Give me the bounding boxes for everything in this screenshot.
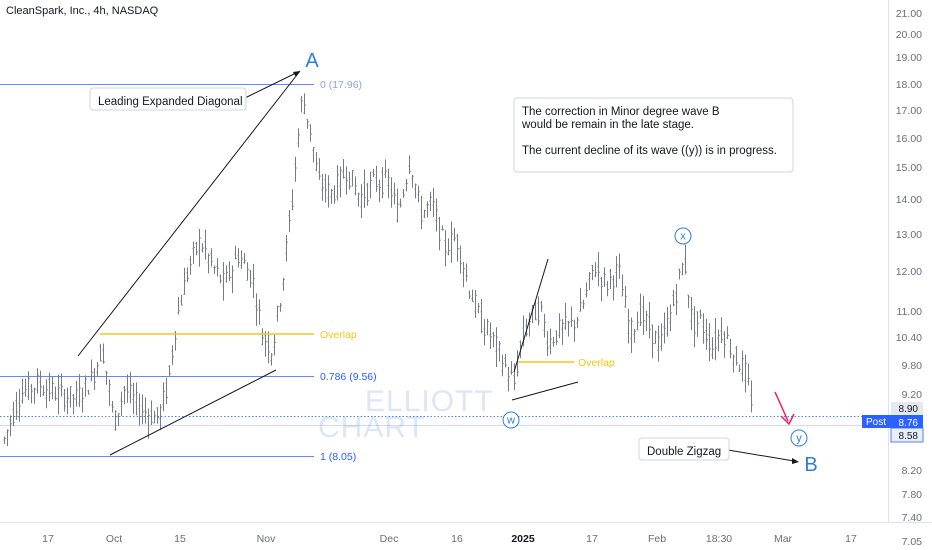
x-tick-label: 17 <box>845 533 857 545</box>
callout-note-text: The current decline of its wave ((y)) is… <box>522 145 777 157</box>
wave-labels: A Bw x y <box>305 50 817 476</box>
wave-label-y: y <box>796 433 802 445</box>
callout-note: The correction in Minor degree wave B wo… <box>513 97 794 173</box>
time-axis[interactable]: 17 Oct 15 Nov Dec 16 2025 17 Feb 18:30 Mar 17 <box>42 533 857 545</box>
watermark-line-1: ELLIOTT <box>365 385 494 418</box>
overlap-label: Overlap <box>320 329 357 341</box>
y-tick-label: 16.00 <box>896 133 922 145</box>
y-tick-label: 17.00 <box>896 105 922 117</box>
wave-label-x: x <box>680 231 686 243</box>
x-tick-label: Feb <box>648 533 666 545</box>
y-tick-label: 8.20 <box>902 465 923 477</box>
fib-level-label: 0 (17.96) <box>320 79 362 91</box>
price-tag-890-bg <box>891 402 923 416</box>
chart-title: CleanSpark, Inc., 4h, NASDAQ <box>6 5 159 17</box>
price-axis[interactable]: 21.00 20.00 19.00 18.00 17.00 16.00 15.00 14.00… <box>896 8 922 548</box>
x-tick-label: 16 <box>451 533 463 545</box>
x-tick-label: 18:30 <box>706 533 732 545</box>
x-tick-label: Nov <box>257 533 276 545</box>
y-tick-label: 9.20 <box>902 389 923 401</box>
callout-leading-diagonal-box <box>89 87 247 111</box>
callout-note-text: The correction in Minor degree wave B <box>522 106 720 118</box>
x-tick-label: Oct <box>106 533 122 545</box>
y-tick-label: 14.00 <box>896 194 922 206</box>
current-price-tag: 8.76 <box>899 418 919 429</box>
y-tick-label: 13.00 <box>896 229 922 241</box>
overlap-label-2: Overlap <box>578 357 615 369</box>
callout-double-zigzag: Double Zigzag <box>638 437 730 461</box>
y-tick-label: 19.00 <box>896 52 922 64</box>
y-tick-label: 10.40 <box>896 332 922 344</box>
diagonal-upper-line <box>77 70 301 357</box>
fib-level-label: 0.786 (9.56) <box>320 371 377 383</box>
triangle-upper-line <box>513 258 549 373</box>
wave-label-w-circle <box>502 411 520 429</box>
price-tag-858-bg <box>890 427 924 443</box>
price-tags: 8.90 Post 8.76 8.58 <box>862 402 924 443</box>
callout-leading-diagonal: Leading Expanded Diagonal <box>89 87 247 111</box>
price-tag-890: 8.90 <box>899 404 919 415</box>
price-tag-858: 8.58 <box>899 431 919 442</box>
y-tick-label: 21.00 <box>896 8 922 20</box>
post-tag-bg <box>862 415 891 428</box>
candles <box>3 93 753 446</box>
current-price-tag-bg <box>891 415 923 429</box>
diagonal-lower-line <box>109 369 277 456</box>
callout-leader-A <box>244 72 297 99</box>
arrowhead-B <box>792 458 799 464</box>
y-tick-label: 15.00 <box>896 162 922 174</box>
y-tick-label: 11.00 <box>897 306 923 318</box>
x-tick-label: 17 <box>586 533 598 545</box>
y-tick-label: 20.00 <box>896 29 922 41</box>
post-tag-label: Post <box>866 417 886 428</box>
callout-note-box <box>513 97 794 173</box>
y-tick-label: 18.00 <box>896 79 922 91</box>
fib-level-label: 1 (8.05) <box>320 451 356 463</box>
y-tick-label: 9.80 <box>902 360 923 372</box>
projection-arrowhead <box>780 413 795 426</box>
wave-label-y-circle <box>790 429 808 447</box>
drawings[interactable]: Overlap Overlap Leading Expanded Diagonal D… <box>0 70 888 464</box>
wave-label-x-circle <box>674 227 692 245</box>
x-tick-label: Dec <box>380 533 399 545</box>
projection-arrow <box>774 391 789 422</box>
y-tick-label: 7.40 <box>902 512 923 524</box>
callout-double-zigzag-box <box>638 437 730 461</box>
callout-note-text: would be remain in the late stage. <box>521 119 694 131</box>
x-tick-label: 17 <box>42 533 54 545</box>
y-tick-label: 12.00 <box>896 266 922 278</box>
arrowhead-A <box>293 71 300 77</box>
watermark-line-2: CHART <box>318 411 426 444</box>
wave-label-w: w <box>506 415 515 427</box>
callout-double-zigzag-text: Double Zigzag <box>647 446 721 458</box>
triangle-lower-line <box>511 381 579 401</box>
y-tick-label: 7.80 <box>902 489 923 501</box>
wave-label-A: A <box>305 50 319 72</box>
y-tick-label: 7.05 <box>902 536 923 548</box>
x-tick-label: 15 <box>174 533 186 545</box>
x-tick-label: Mar <box>774 533 793 545</box>
wave-label-B: B <box>804 454 817 476</box>
x-tick-label: 2025 <box>511 533 535 545</box>
callout-leading-diagonal-text: Leading Expanded Diagonal <box>98 96 243 108</box>
fib-retracement[interactable]: 0 (17.96) 0.786 (9.56) 1 (8.05) <box>0 79 377 463</box>
callout-leader-B <box>727 449 795 462</box>
